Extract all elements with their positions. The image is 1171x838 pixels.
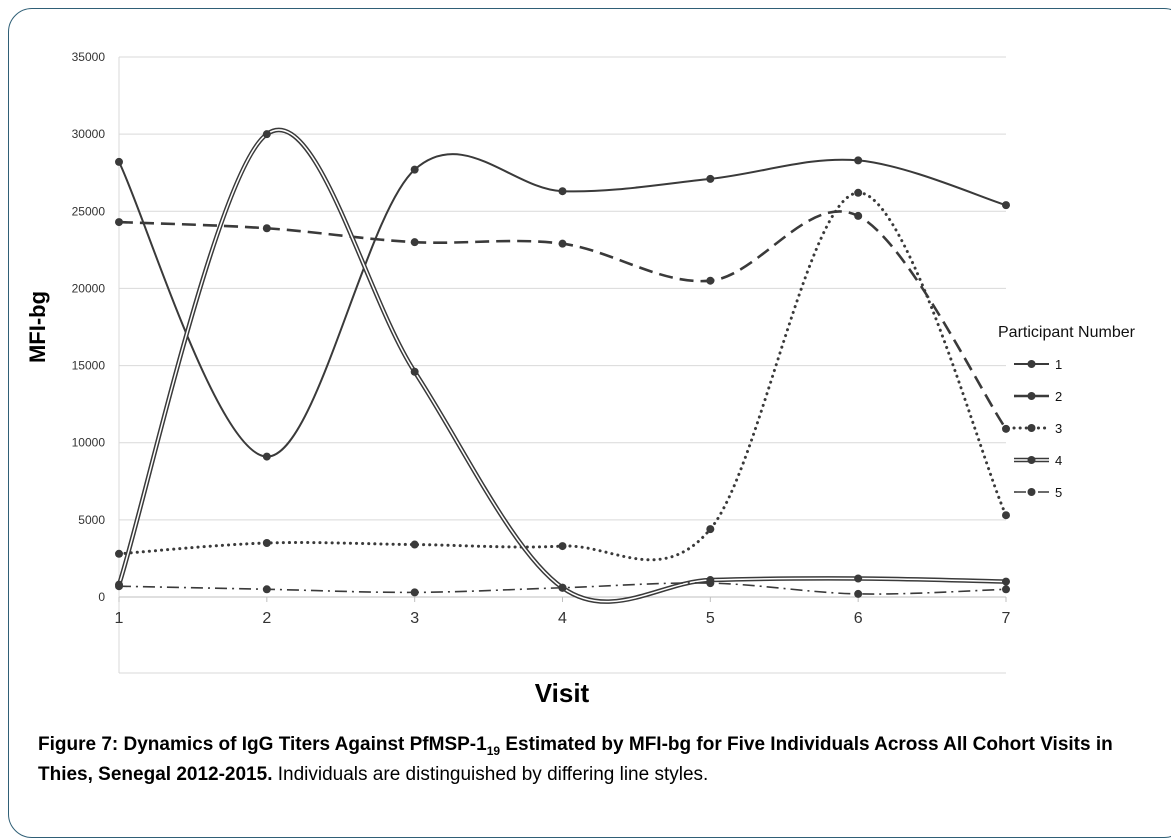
series-2-point <box>854 211 863 220</box>
y-tick-label: 30000 <box>72 127 106 141</box>
y-axis-label: MFI-bg <box>25 291 50 363</box>
series-5-point <box>854 589 863 598</box>
series-3-point <box>115 549 123 558</box>
x-axis-label: Visit <box>535 678 590 708</box>
series-2-point <box>410 238 419 247</box>
legend-1-marker <box>1027 360 1036 368</box>
legend-4-marker <box>1027 456 1036 464</box>
x-tick-label: 6 <box>854 610 863 627</box>
x-tick-label: 1 <box>115 610 124 627</box>
series-3-point <box>410 540 419 549</box>
series-3-point <box>1002 511 1010 520</box>
y-tick-label: 0 <box>98 590 105 604</box>
figure-caption: Figure 7: Dynamics of IgG Titers Against… <box>38 733 1148 787</box>
legend-1-label: 1 <box>1055 357 1062 372</box>
caption-text: Individuals are distinguished by differi… <box>272 763 709 785</box>
series-1-line <box>118 153 1007 458</box>
y-tick-label: 25000 <box>72 204 106 218</box>
series-5-point <box>410 588 419 597</box>
legend-3-label: 3 <box>1055 421 1062 436</box>
series-1-point <box>262 452 271 461</box>
y-tick-label: 15000 <box>72 359 106 373</box>
series-1-point <box>1002 201 1010 210</box>
x-tick-label: 5 <box>706 610 715 627</box>
x-tick-label: 3 <box>410 610 419 627</box>
legend-title: Participant Number <box>998 324 1136 341</box>
series-2-point <box>262 224 271 233</box>
legend-5-label: 5 <box>1055 485 1062 500</box>
series-3-line <box>117 191 1008 562</box>
caption-subscript: 19 <box>486 743 501 758</box>
legend-3-marker <box>1027 424 1036 432</box>
legend-5-marker <box>1027 488 1036 496</box>
series-5-point <box>262 585 271 594</box>
series-2-point <box>706 276 715 285</box>
caption-title-prefix: Figure 7: Dynamics of IgG Titers Against… <box>38 734 487 755</box>
series-3-point <box>262 539 271 547</box>
legend: Participant Number 1 2 3 4 5 <box>998 324 1136 500</box>
line-chart: 0 5000 10000 15000 20000 25000 30000 35000 1 2 3 4… <box>25 50 1136 708</box>
series-4-line-inner <box>118 129 1007 603</box>
y-tick-label: 5000 <box>78 513 105 527</box>
series-1-point <box>115 157 123 166</box>
caption-title-suffix: Estimated by MFI-bg for Five Individuals… <box>38 734 1113 785</box>
series-3-point <box>706 525 715 534</box>
series-1-point <box>558 187 567 196</box>
x-tick-label: 2 <box>262 610 271 627</box>
series-5-point <box>115 582 123 591</box>
series-2-point <box>1002 424 1010 433</box>
x-tick-label: 7 <box>1002 610 1011 627</box>
y-tick-label: 10000 <box>72 436 106 450</box>
series-4-point <box>854 574 863 583</box>
series-2-point <box>558 239 567 248</box>
x-tick-label: 4 <box>558 610 567 627</box>
series-1-point <box>706 174 715 183</box>
series-4-point <box>410 367 419 376</box>
series-5-point <box>706 579 715 588</box>
series-4-point <box>262 130 271 139</box>
legend-4-label: 4 <box>1055 453 1062 468</box>
series-5-point <box>1002 585 1010 594</box>
series-5-point <box>558 583 567 592</box>
data-points <box>115 130 1010 598</box>
series-1-point <box>854 156 863 165</box>
series-3-point <box>854 188 863 197</box>
y-tick-label: 20000 <box>72 281 106 295</box>
series-2-point <box>115 218 123 227</box>
series-3-point <box>558 542 567 551</box>
y-tick-label: 35000 <box>72 50 106 64</box>
legend-2-label: 2 <box>1055 389 1062 404</box>
series-4-point <box>1002 577 1010 586</box>
caption-title: Figure 7: Dynamics of IgG Titers Against… <box>38 734 1113 785</box>
y-axis-ticks: 0 5000 10000 15000 20000 25000 30000 35000 <box>72 50 106 604</box>
legend-2-marker <box>1027 392 1036 400</box>
series-1-point <box>410 165 419 174</box>
x-axis: 1 2 3 4 5 6 7 <box>115 596 1011 627</box>
